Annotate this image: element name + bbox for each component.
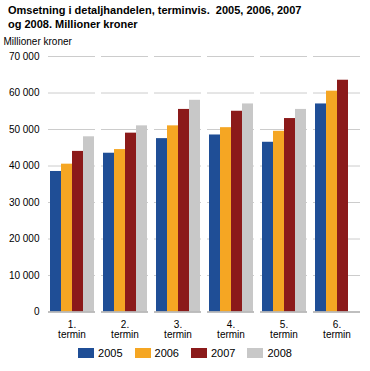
html-text:Omsetning i detaljhandelen, te: Omsetning i detaljhandelen, terminvis. 2… [8, 4, 302, 30]
svg-text:5.termin: 5.termin [270, 319, 298, 340]
svg-text:20 000: 20 000 [9, 233, 40, 244]
svg-text:0: 0 [34, 306, 40, 317]
html-text:2006: 2006 [154, 347, 179, 359]
svg-text:Millioner kroner: Millioner kroner [4, 35, 73, 46]
html-text:2007: 2007 [211, 347, 236, 359]
svg-text:6.termin: 6.termin [323, 319, 351, 340]
svg-text:40 000: 40 000 [9, 160, 40, 171]
svg-text:10 000: 10 000 [9, 269, 40, 280]
svg-text:2.termin: 2.termin [111, 319, 139, 340]
svg-text:60 000: 60 000 [9, 87, 40, 98]
html-text:2008: 2008 [267, 347, 292, 359]
svg-text:3.termin: 3.termin [164, 319, 192, 340]
svg-text:70 000: 70 000 [9, 50, 40, 61]
svg-text:4.termin: 4.termin [217, 319, 245, 340]
svg-text:30 000: 30 000 [9, 196, 40, 207]
svg-text:1.termin: 1.termin [58, 319, 86, 340]
svg-text:50 000: 50 000 [9, 123, 40, 134]
html-text:2005: 2005 [98, 347, 123, 359]
